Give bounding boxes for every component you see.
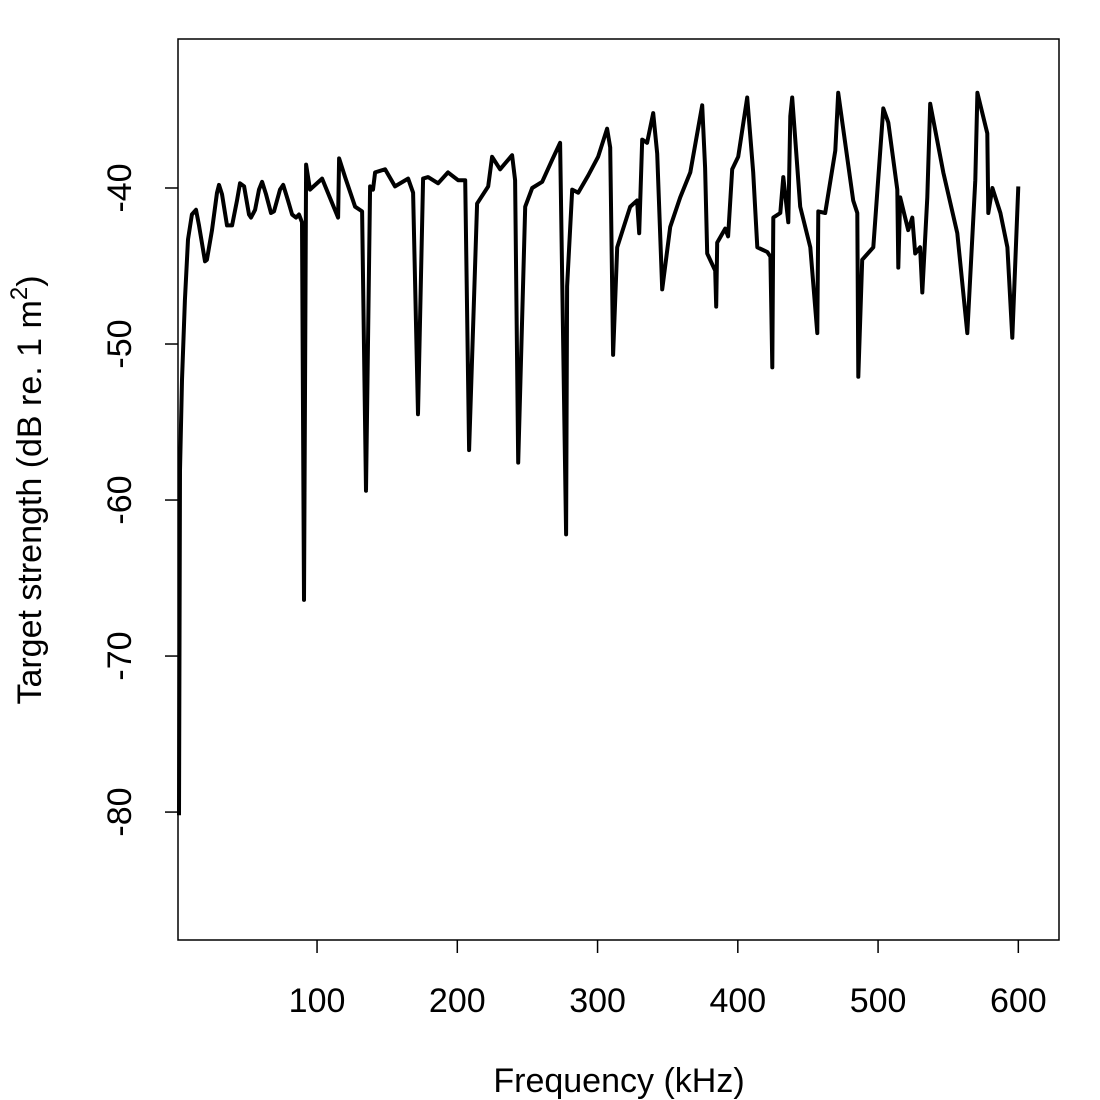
x-tick-label: 400	[709, 982, 766, 1020]
x-tick-label: 100	[289, 982, 346, 1020]
y-tick-label: -70	[101, 631, 139, 680]
x-tick-label: 500	[850, 982, 907, 1020]
y-axis: -80 -70 -60 -50 -40	[101, 163, 178, 837]
y-axis-title-superscript: 2	[6, 287, 33, 300]
y-tick-label: -80	[101, 787, 139, 836]
series-line	[177, 90, 1021, 816]
x-axis: 100 200 300 400 500 600	[289, 940, 1047, 1020]
y-tick-label: -60	[101, 475, 139, 524]
y-tick-label: -50	[101, 319, 139, 368]
y-tick-label: -40	[101, 163, 139, 212]
x-axis-title: Frequency (kHz)	[493, 1062, 744, 1100]
y-axis-title-close: )	[11, 275, 49, 286]
x-tick-label: 600	[990, 982, 1047, 1020]
y-axis-title: Target strength (dB re. 1 m2)	[6, 275, 49, 704]
x-tick-label: 300	[569, 982, 626, 1020]
y-axis-title-text: Target strength (dB re. 1 m	[11, 300, 49, 704]
x-tick-label: 200	[429, 982, 486, 1020]
